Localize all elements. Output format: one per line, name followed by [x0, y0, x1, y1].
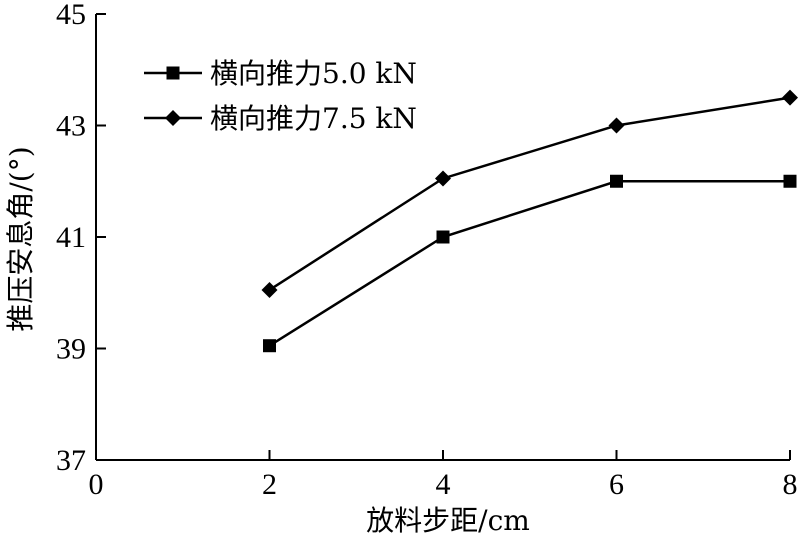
data-point	[436, 230, 450, 244]
data-point	[435, 170, 451, 187]
x-tick-label: 8	[783, 468, 798, 501]
y-tick-label: 39	[56, 333, 86, 366]
series-line	[268, 180, 790, 347]
data-point	[783, 174, 797, 188]
series-layer	[261, 89, 798, 353]
legend-item: 横向推力7.5 kN	[144, 102, 417, 135]
legend-label: 横向推力5.0 kN	[210, 57, 417, 90]
series-1	[263, 174, 797, 353]
legend-item: 横向推力5.0 kN	[144, 57, 417, 90]
x-tick-label: 0	[89, 468, 104, 501]
y-tick-label: 43	[56, 110, 86, 143]
legend-label: 横向推力7.5 kN	[210, 102, 417, 135]
legend-marker	[166, 66, 180, 80]
y-tick-label: 37	[56, 444, 86, 477]
ticks: 37 39 41 43 45 0 2 4 6 8	[56, 0, 798, 501]
legend: 横向推力5.0 kN 横向推力7.5 kN	[144, 57, 417, 135]
x-axis-title: 放料步距/cm	[366, 504, 530, 537]
data-point	[608, 117, 625, 134]
x-tick-label: 2	[262, 468, 277, 501]
data-point	[610, 174, 623, 188]
y-axis-title: 推压安息角/(°)	[4, 146, 37, 331]
data-point	[782, 89, 798, 106]
y-tick-label: 41	[56, 221, 86, 254]
data-point	[263, 339, 276, 353]
x-tick-label: 4	[436, 468, 451, 501]
y-tick-label: 45	[56, 0, 86, 31]
data-point	[261, 281, 278, 298]
series-line	[268, 96, 791, 292]
x-tick-label: 6	[609, 468, 624, 501]
series-2	[261, 89, 798, 298]
legend-marker	[165, 110, 181, 126]
